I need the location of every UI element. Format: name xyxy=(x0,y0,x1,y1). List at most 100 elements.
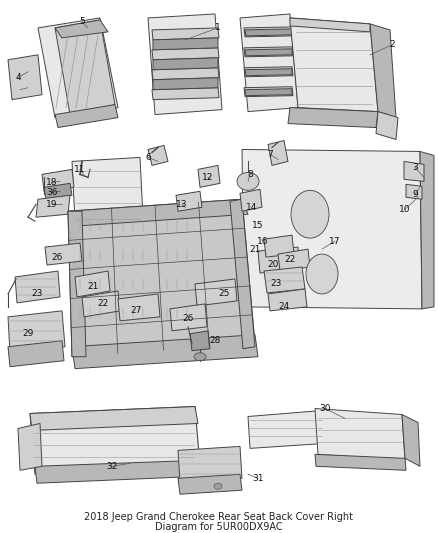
Text: 21: 21 xyxy=(249,245,261,254)
Polygon shape xyxy=(178,446,242,482)
Text: 15: 15 xyxy=(252,221,264,230)
Text: 24: 24 xyxy=(279,302,290,311)
Text: 28: 28 xyxy=(209,336,221,345)
Text: 9: 9 xyxy=(412,190,418,199)
Polygon shape xyxy=(55,104,118,127)
Polygon shape xyxy=(245,29,292,36)
Text: 36: 36 xyxy=(46,188,58,197)
Polygon shape xyxy=(35,461,200,483)
Polygon shape xyxy=(152,88,219,100)
Text: 8: 8 xyxy=(247,170,253,179)
Text: 23: 23 xyxy=(270,279,282,288)
Text: 10: 10 xyxy=(399,205,411,214)
Text: 20: 20 xyxy=(267,260,279,269)
Text: 12: 12 xyxy=(202,173,214,182)
Text: 22: 22 xyxy=(284,255,296,263)
Text: 17: 17 xyxy=(329,237,341,246)
Ellipse shape xyxy=(291,190,329,238)
Polygon shape xyxy=(152,68,219,80)
Polygon shape xyxy=(268,289,307,311)
Polygon shape xyxy=(176,191,202,211)
Polygon shape xyxy=(315,408,405,461)
Polygon shape xyxy=(240,14,298,111)
Polygon shape xyxy=(82,291,120,317)
Polygon shape xyxy=(8,55,42,100)
Text: 32: 32 xyxy=(106,462,118,471)
Polygon shape xyxy=(404,161,424,181)
Polygon shape xyxy=(152,28,219,40)
Polygon shape xyxy=(195,279,237,306)
Polygon shape xyxy=(240,189,262,211)
Polygon shape xyxy=(148,146,168,165)
Text: 7: 7 xyxy=(267,150,273,159)
Text: 6: 6 xyxy=(145,153,151,162)
Polygon shape xyxy=(72,335,258,369)
Polygon shape xyxy=(55,20,108,38)
Polygon shape xyxy=(248,410,325,448)
Text: 26: 26 xyxy=(51,253,63,262)
Polygon shape xyxy=(376,111,398,140)
Polygon shape xyxy=(118,294,160,321)
Text: 19: 19 xyxy=(46,200,58,209)
Polygon shape xyxy=(68,199,248,226)
Text: Diagram for 5UR00DX9AC: Diagram for 5UR00DX9AC xyxy=(155,522,283,532)
Ellipse shape xyxy=(194,353,206,361)
Polygon shape xyxy=(190,331,210,351)
Polygon shape xyxy=(258,247,300,273)
Polygon shape xyxy=(170,304,207,331)
Text: 11: 11 xyxy=(74,165,86,174)
Polygon shape xyxy=(245,88,292,95)
Polygon shape xyxy=(15,271,60,303)
Polygon shape xyxy=(45,243,82,265)
Text: 31: 31 xyxy=(252,474,264,483)
Polygon shape xyxy=(244,47,293,57)
Polygon shape xyxy=(30,407,198,431)
Polygon shape xyxy=(8,341,64,367)
Text: 1: 1 xyxy=(215,23,221,33)
Polygon shape xyxy=(244,67,293,77)
Polygon shape xyxy=(242,149,422,309)
Polygon shape xyxy=(30,407,200,474)
Ellipse shape xyxy=(214,483,222,489)
Polygon shape xyxy=(44,183,72,199)
Polygon shape xyxy=(68,211,86,357)
Polygon shape xyxy=(148,14,222,115)
Polygon shape xyxy=(55,20,115,115)
Polygon shape xyxy=(402,415,420,466)
Polygon shape xyxy=(370,24,396,118)
Text: 29: 29 xyxy=(22,329,34,338)
Ellipse shape xyxy=(306,254,338,294)
Text: 25: 25 xyxy=(218,289,230,298)
Polygon shape xyxy=(18,424,42,470)
Text: 27: 27 xyxy=(131,306,141,316)
Polygon shape xyxy=(315,454,406,470)
Polygon shape xyxy=(278,249,310,271)
Polygon shape xyxy=(245,49,292,56)
Polygon shape xyxy=(230,199,255,349)
Text: 14: 14 xyxy=(246,203,258,212)
Polygon shape xyxy=(42,169,74,191)
Polygon shape xyxy=(264,235,294,257)
Polygon shape xyxy=(406,184,422,199)
Text: 16: 16 xyxy=(257,237,269,246)
Text: 22: 22 xyxy=(97,300,109,309)
Text: 18: 18 xyxy=(46,178,58,187)
Polygon shape xyxy=(68,199,255,357)
Polygon shape xyxy=(198,165,220,187)
Polygon shape xyxy=(288,108,378,127)
Polygon shape xyxy=(244,87,293,96)
Polygon shape xyxy=(38,18,118,118)
Polygon shape xyxy=(264,267,305,293)
Polygon shape xyxy=(290,18,378,111)
Text: 23: 23 xyxy=(31,289,42,298)
Polygon shape xyxy=(153,78,218,90)
Polygon shape xyxy=(152,48,219,60)
Text: 4: 4 xyxy=(15,73,21,82)
Polygon shape xyxy=(420,151,434,309)
Text: 3: 3 xyxy=(412,163,418,172)
Text: 5: 5 xyxy=(79,18,85,27)
Polygon shape xyxy=(72,157,144,241)
Polygon shape xyxy=(244,27,293,37)
Polygon shape xyxy=(36,195,70,217)
Polygon shape xyxy=(75,271,110,297)
